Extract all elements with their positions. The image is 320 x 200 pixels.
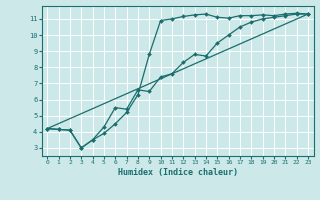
X-axis label: Humidex (Indice chaleur): Humidex (Indice chaleur)	[118, 168, 237, 177]
